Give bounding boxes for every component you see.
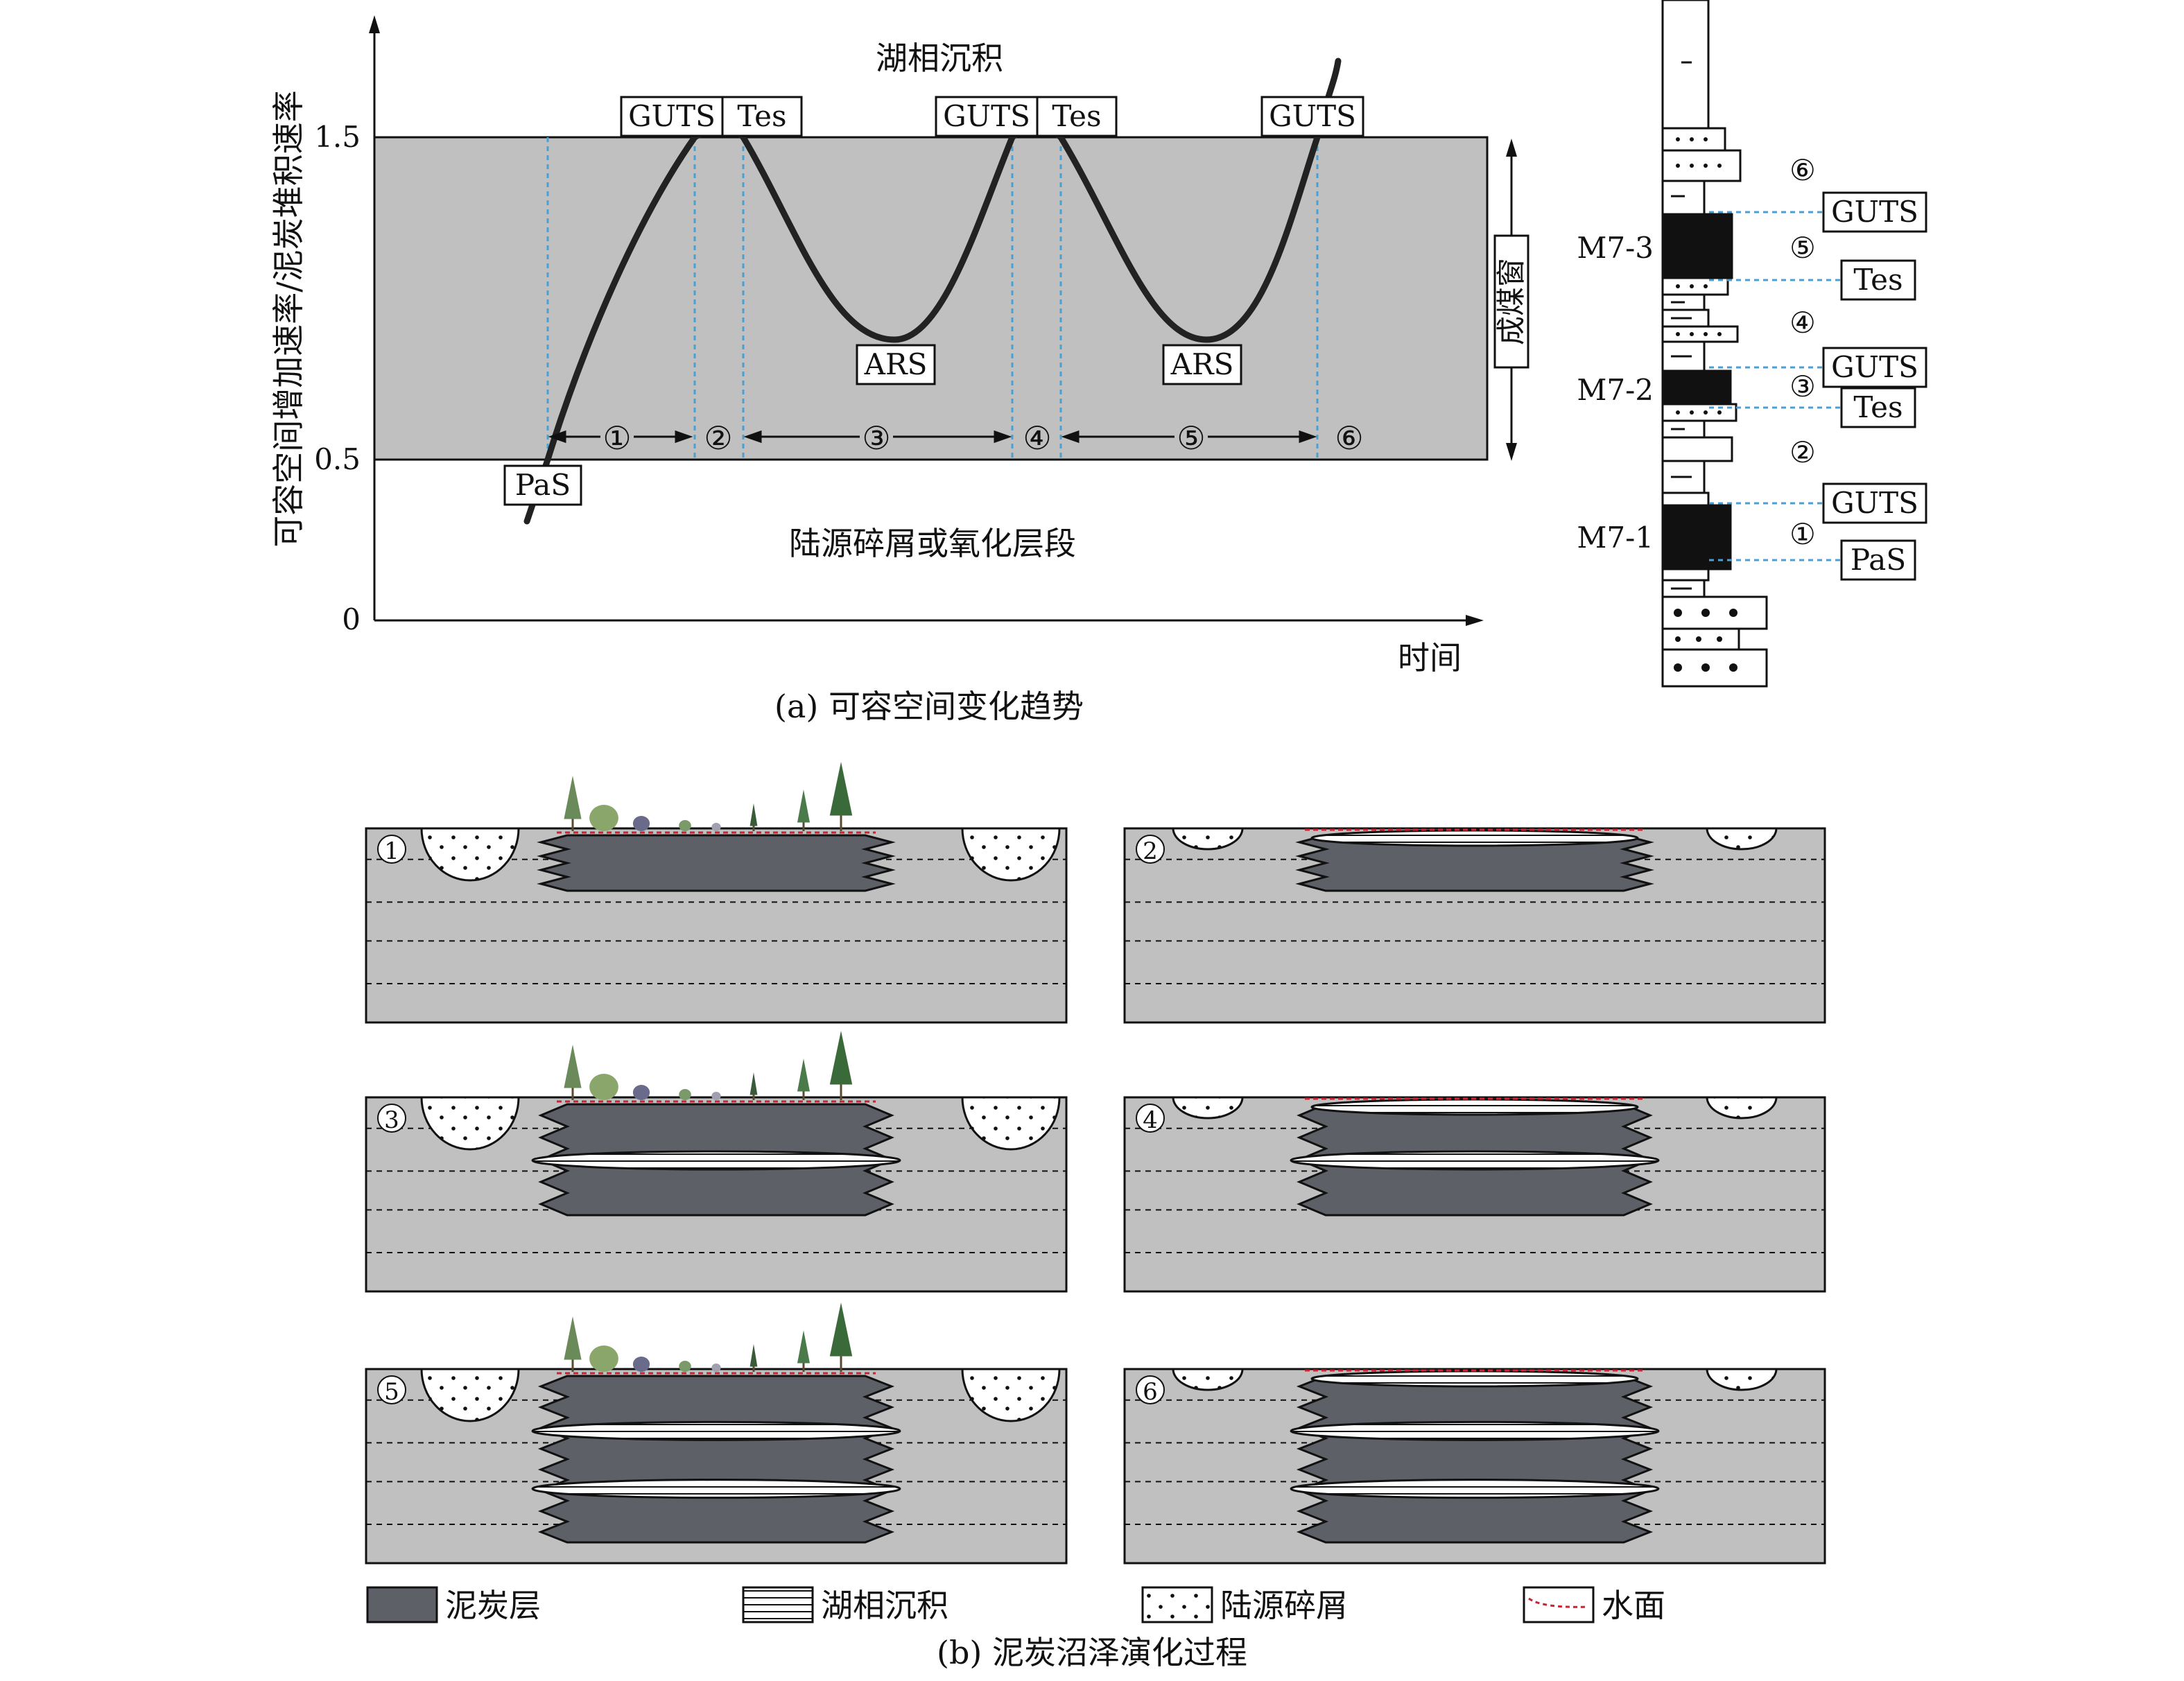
panel-number-1: 1 <box>384 837 399 865</box>
coal-window-band <box>373 136 1489 461</box>
legend-lake-label: 湖相沉积 <box>821 1587 948 1624</box>
marker-tes-2: Tes <box>1052 99 1101 133</box>
col-stage-5: ⑤ <box>1789 231 1816 265</box>
x-axis-label: 时间 <box>1398 639 1462 677</box>
marker-tes-1: Tes <box>737 99 786 133</box>
stage-4: ④ <box>1023 419 1051 457</box>
stage-labels: ① ② ③ ④ ⑤ ⑥ <box>600 419 1366 457</box>
marker-guts-1: GUTS <box>628 99 716 133</box>
surface-markers: PaS GUTS Tes ARS GUTS Tes ARS GUTS <box>503 96 1364 506</box>
panel-number-6: 6 <box>1143 1378 1158 1406</box>
col-stage-3: ③ <box>1789 369 1816 403</box>
panel-number-4: 4 <box>1143 1106 1158 1134</box>
col-surface-guts-2: GUTS <box>1831 350 1918 384</box>
col-stage-6: ⑥ <box>1789 153 1816 187</box>
legend-water-label: 水面 <box>1602 1587 1665 1624</box>
stage-3: ③ <box>862 419 890 457</box>
stage-2: ② <box>704 419 732 457</box>
legend-lake-swatch <box>742 1586 814 1623</box>
panel-b-caption: (b) 泥炭沼泽演化过程 <box>937 1634 1247 1671</box>
col-surface-tes-1: Tes <box>1853 263 1903 297</box>
y-tick-0-5: 0.5 <box>314 442 361 476</box>
evolution-panel-5: 5 <box>365 1303 1068 1565</box>
col-stage-2: ② <box>1789 435 1816 469</box>
stage-1: ① <box>603 419 631 457</box>
col-stage-4: ④ <box>1789 306 1816 340</box>
coal-window-indicator: 成煤窗 <box>1493 139 1529 461</box>
panel-number-5: 5 <box>384 1378 399 1406</box>
lower-region-label: 陆源碎屑或氧化层段 <box>789 525 1076 562</box>
col-surface-tes-2: Tes <box>1853 390 1903 424</box>
col-surface-pas: PaS <box>1851 543 1906 577</box>
col-stage-1: ① <box>1789 517 1816 551</box>
strat-column: M7-3 M7-2 M7-1 ⑥ ⑤ ④ ③ ② ① GUTS Tes GUTS… <box>1577 0 1927 688</box>
panel-b-grid: 1 2 3 4 5 6 <box>365 762 1826 1565</box>
marker-ars-1: ARS <box>864 347 928 381</box>
evolution-panel-2: 2 <box>1123 827 1826 1024</box>
panel-b-legend: 泥炭层 湖相沉积 陆源碎屑 水面 <box>366 1586 1665 1624</box>
panel-number-3: 3 <box>384 1106 399 1134</box>
upper-region-label: 湖相沉积 <box>876 40 1003 77</box>
seam-m7-1: M7-1 <box>1577 521 1654 555</box>
y-axis-label: 可容空间增加速率/泥炭堆积速率 <box>270 90 307 548</box>
marker-guts-2: GUTS <box>943 99 1030 133</box>
legend-clastic-label: 陆源碎屑 <box>1220 1587 1348 1624</box>
legend-peat-swatch <box>366 1586 438 1623</box>
y-tick-1-5: 1.5 <box>314 120 361 154</box>
seam-m7-2: M7-2 <box>1577 373 1654 407</box>
evolution-panel-4: 4 <box>1123 1096 1826 1293</box>
legend-clastic-swatch <box>1141 1586 1213 1623</box>
col-surface-guts-1: GUTS <box>1831 195 1918 229</box>
marker-ars-2: ARS <box>1170 347 1234 381</box>
marker-pas: PaS <box>515 468 571 502</box>
panel-a-chart: 1.5 0.5 0 可容空间增加速率/泥炭堆积速率 时间 湖相沉积 陆源碎屑或氧… <box>270 15 1529 725</box>
stage-5: ⑤ <box>1177 419 1205 457</box>
evolution-panel-1: 1 <box>365 762 1068 1024</box>
evolution-panel-3: 3 <box>365 1031 1068 1293</box>
seam-m7-3: M7-3 <box>1577 231 1654 265</box>
col-surface-guts-3: GUTS <box>1831 486 1918 520</box>
legend-water-swatch <box>1523 1586 1595 1623</box>
marker-guts-3: GUTS <box>1269 99 1356 133</box>
accommodation-curve <box>523 58 1342 525</box>
evolution-panel-6: 6 <box>1123 1368 1826 1565</box>
panel-a-caption: (a) 可容空间变化趋势 <box>774 688 1084 725</box>
legend-peat-label: 泥炭层 <box>445 1587 541 1624</box>
coal-window-label: 成煤窗 <box>1494 258 1528 345</box>
y-tick-0: 0 <box>342 602 361 636</box>
x-axis-arrow <box>1466 615 1484 626</box>
stage-6: ⑥ <box>1335 419 1363 457</box>
panel-number-2: 2 <box>1143 837 1158 865</box>
y-axis-arrow <box>369 15 380 33</box>
